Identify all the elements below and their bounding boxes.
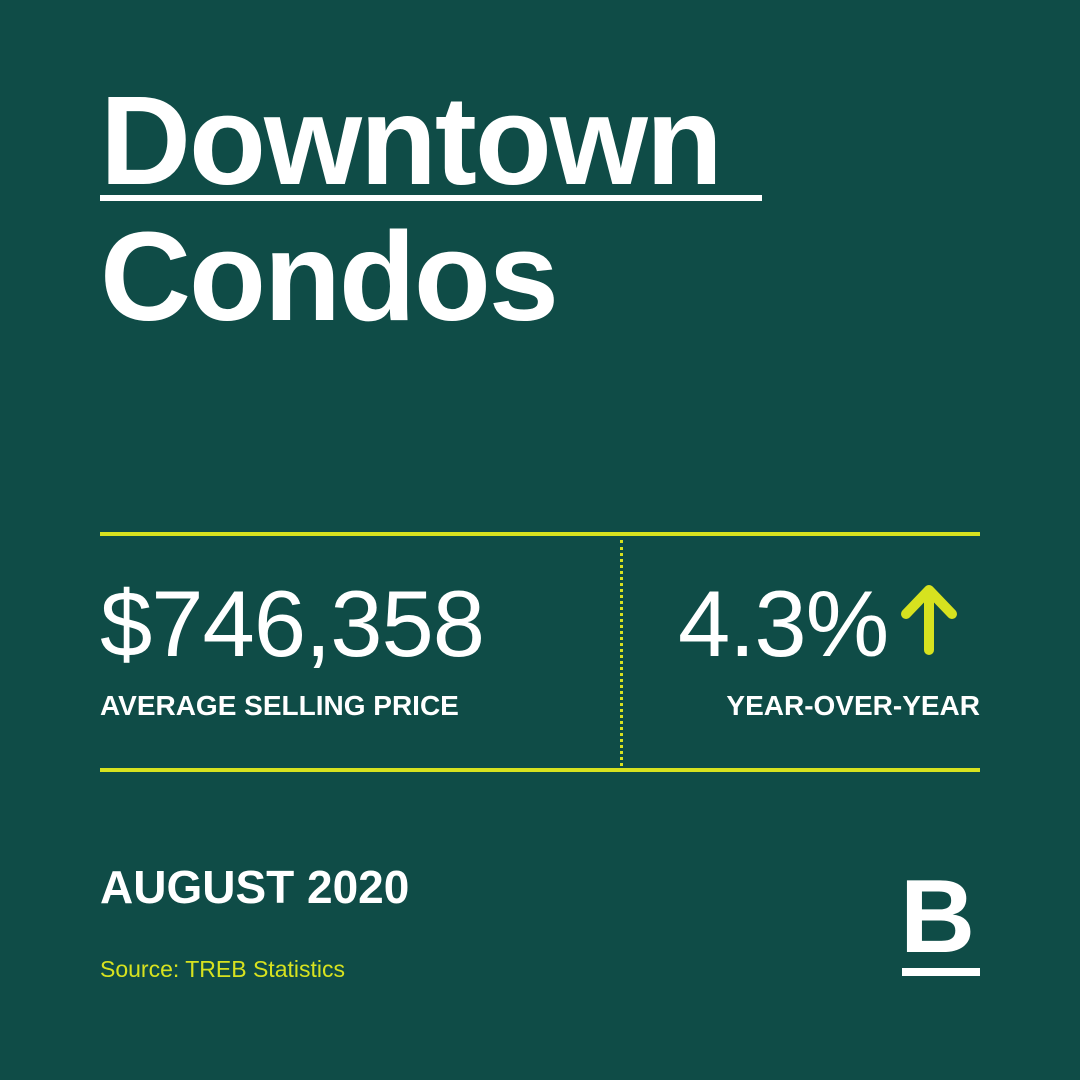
arrow-up-icon (901, 585, 957, 655)
year-over-year-value: 4.3% (678, 571, 889, 676)
title-underline (100, 195, 762, 201)
average-price-value: $746,358 (100, 571, 485, 676)
brand-b-logo: B (900, 868, 980, 976)
source-note: Source: TREB Statistics (100, 956, 345, 982)
svg-text:B: B (900, 868, 975, 975)
stats-bottom-rule (100, 768, 980, 772)
year-over-year-label: YEAR-OVER-YEAR (726, 690, 980, 721)
title-line-2: Condos (100, 206, 559, 347)
title-line-1: Downtown (100, 70, 723, 211)
report-period: AUGUST 2020 (100, 861, 410, 913)
stats-top-rule (100, 532, 980, 536)
stats-divider (620, 540, 623, 766)
average-price-label: AVERAGE SELLING PRICE (100, 690, 459, 721)
